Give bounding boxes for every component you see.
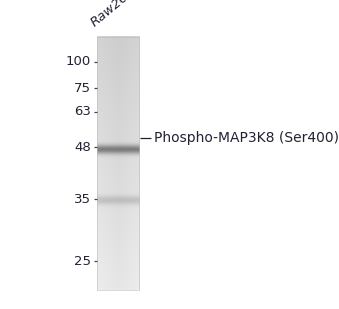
Text: Phospho-MAP3K8 (Ser400): Phospho-MAP3K8 (Ser400) xyxy=(154,131,339,145)
Text: 100: 100 xyxy=(66,55,91,68)
Text: 25: 25 xyxy=(74,255,91,268)
Text: Raw264.7: Raw264.7 xyxy=(88,0,147,29)
Text: 48: 48 xyxy=(74,141,91,154)
Text: 35: 35 xyxy=(74,193,91,206)
Bar xyxy=(97,37,139,290)
Text: 75: 75 xyxy=(74,82,91,95)
Text: 63: 63 xyxy=(74,105,91,118)
